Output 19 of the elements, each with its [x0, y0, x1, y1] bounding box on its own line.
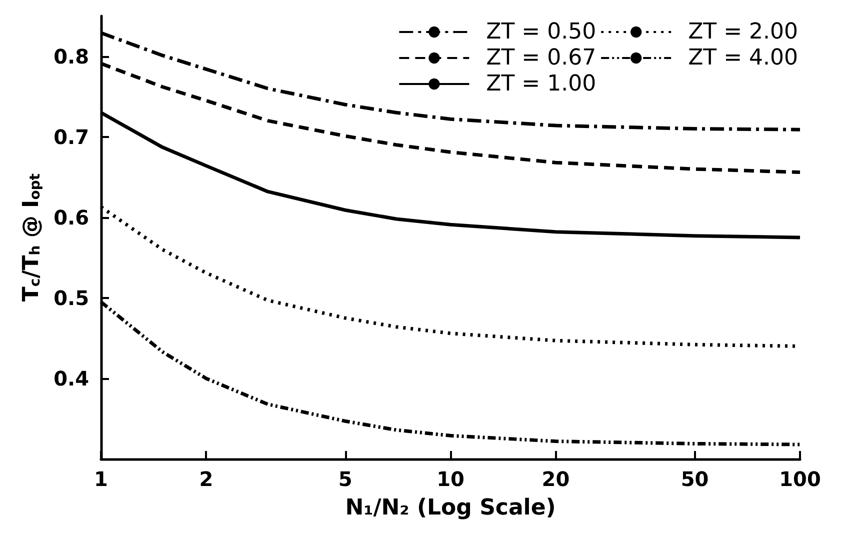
y-tick-label: 0.5 — [54, 286, 89, 310]
y-tick-label: 0.7 — [54, 124, 89, 149]
legend-label: ZT = 2.00 — [688, 20, 798, 44]
x-tick-label: 5 — [338, 467, 352, 491]
x-tick-label: 2 — [199, 467, 214, 491]
legend-label: ZT = 1.00 — [486, 72, 596, 96]
legend-label: ZT = 0.50 — [486, 20, 596, 44]
x-tick-label: 1 — [94, 467, 108, 491]
x-tick-label: 100 — [779, 467, 821, 491]
legend-label: ZT = 0.67 — [486, 46, 596, 70]
y-axis-title: Tc/Th @ Iopt — [19, 173, 44, 302]
y-tick-label: 0.8 — [54, 44, 89, 68]
legend-label: ZT = 4.00 — [688, 46, 798, 70]
y-tick-label: 0.4 — [54, 366, 89, 390]
x-axis-title: N₁/N₂ (Log Scale) — [345, 496, 556, 520]
x-tick-label: 10 — [436, 467, 464, 491]
x-tick-label: 50 — [680, 467, 709, 491]
x-tick-label: 20 — [542, 467, 570, 491]
y-tick-label: 0.6 — [54, 205, 89, 230]
